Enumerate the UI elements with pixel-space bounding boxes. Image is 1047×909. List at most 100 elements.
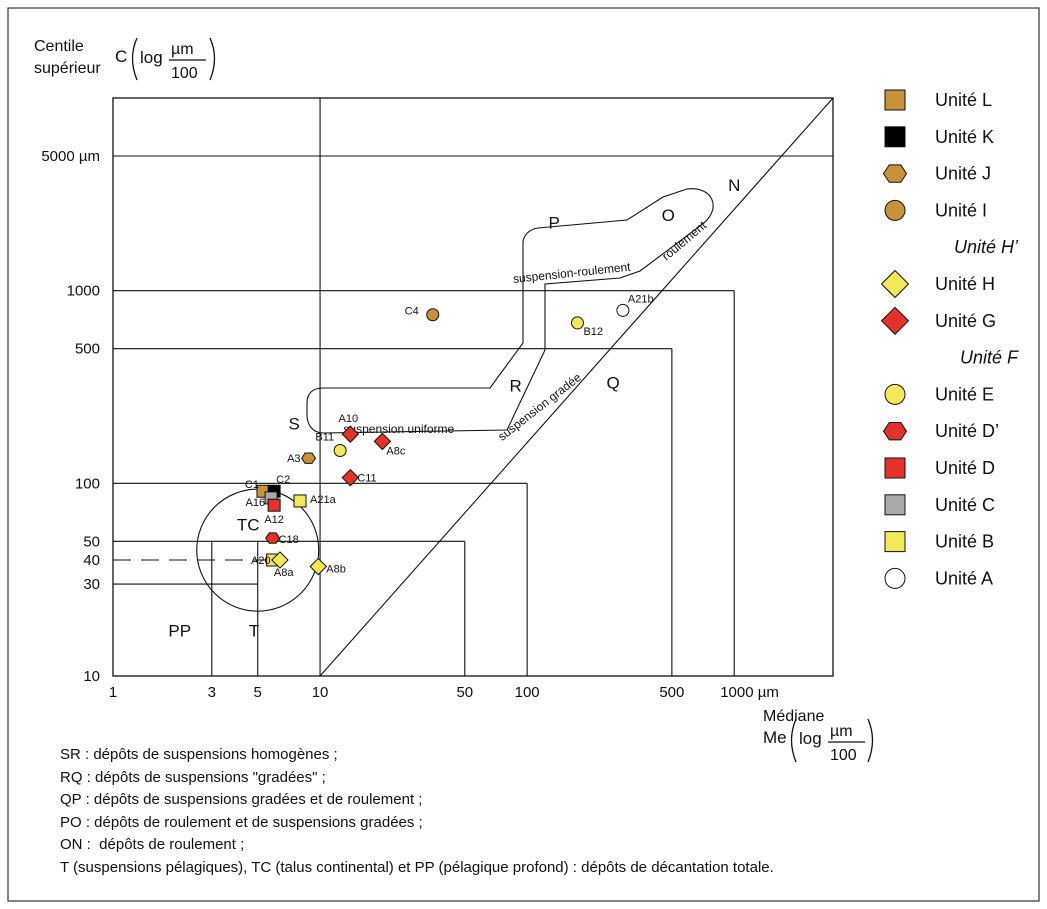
legend-marker: [884, 126, 906, 148]
legend-label: Unité J: [935, 164, 991, 184]
legend-item: Unité J: [882, 164, 991, 184]
legend-label: Unité C: [935, 495, 995, 515]
y-axis-title-line1: Centile: [34, 38, 84, 55]
legend-item: Unité H’: [954, 237, 1019, 257]
legend-label: Unité E: [935, 384, 994, 404]
x-axis-unit-den: 100: [830, 747, 857, 764]
point-label: A21a: [310, 494, 337, 506]
region-letter-o: O: [662, 206, 675, 225]
legend-marker: [882, 422, 908, 441]
legend-item: Unité L: [884, 89, 992, 111]
point-a21b: [616, 303, 630, 317]
y-tick-label: 5000 µm: [41, 148, 100, 165]
legend: Unité L Unité K Unité J Unité I Unité H’ Unit…: [880, 89, 1019, 589]
point-b12: [570, 316, 584, 330]
region-letter-tc: TC: [237, 515, 260, 534]
y-axis-ticks: 10 30 40 50 100 500 1000 5000 µm: [41, 148, 100, 685]
sedimentation-band-outline: [306, 188, 714, 434]
band-label: suspension uniforme: [343, 422, 454, 436]
point-b11: [333, 444, 347, 458]
x-axis-unit-paren-left: [790, 718, 797, 763]
point-label: A12: [264, 514, 284, 526]
diagonal-line: [319, 97, 834, 677]
point-c4: [426, 308, 440, 322]
region-letter-pp: PP: [168, 622, 191, 641]
legend-marker: [880, 306, 910, 336]
legend-marker: [884, 199, 906, 221]
y-tick-label: 50: [83, 533, 100, 550]
x-axis-unit-log: log: [799, 729, 822, 748]
y-tick-label: 500: [75, 341, 100, 358]
x-tick-label: 500: [659, 684, 684, 701]
x-axis-unit-num: µm: [830, 723, 853, 740]
legend-label: Unité B: [935, 532, 994, 552]
region-letter-r: R: [509, 376, 521, 395]
legend-item: Unité F: [960, 348, 1019, 368]
point-c11: [341, 468, 360, 487]
legend-marker: [884, 383, 906, 405]
y-tick-label: 40: [83, 552, 100, 569]
legend-label: Unité I: [935, 200, 987, 220]
legend-label: Unité G: [935, 311, 996, 331]
legend-item: Unité E: [884, 383, 994, 405]
point-label: B11: [315, 432, 334, 444]
data-points: C4 B12 A21b A10 A8c B11 A3 C11 C1 C2 A16 A12 A21a C18…: [245, 293, 654, 579]
x-tick-label: 10: [312, 684, 329, 701]
point-label: C1: [245, 479, 259, 491]
legend-label: Unité H’: [954, 237, 1019, 257]
point-label: A20: [251, 555, 271, 567]
region-letter-n: N: [728, 176, 740, 195]
point-label: C4: [405, 306, 419, 318]
x-tick-label: 3: [208, 684, 216, 701]
point-label: A3: [287, 453, 300, 465]
region-letters: N O P R Q S TC T PP: [168, 176, 740, 641]
y-axis-unit-den: 100: [171, 65, 198, 82]
legend-marker: [884, 89, 906, 111]
x-tick-label: 1000 µm: [720, 684, 779, 701]
point-a21a: [293, 494, 307, 508]
legend-label: Unité D: [935, 458, 995, 478]
region-letter-q: Q: [606, 374, 619, 393]
legend-label: Unité F: [960, 348, 1019, 368]
y-tick-label: 30: [83, 576, 100, 593]
x-axis-title-line1: Médiane: [763, 708, 824, 725]
point-label: A8a: [274, 567, 294, 579]
y-axis-unit-paren-left: [131, 37, 138, 81]
region-letter-t: T: [249, 622, 259, 641]
point-a12: [267, 498, 281, 512]
x-tick-label: 5: [254, 684, 262, 701]
y-tick-label: 1000: [67, 283, 100, 300]
legend-marker: [884, 457, 906, 479]
legend-label: Unité A: [935, 568, 993, 588]
point-a10: [341, 425, 360, 443]
legend-marker: [884, 567, 906, 589]
x-tick-label: 1: [109, 684, 117, 701]
legend-item: Unité C: [884, 494, 995, 516]
point-label: C18: [279, 534, 299, 546]
point-label: C11: [357, 473, 376, 485]
note-t-tc-pp: T (suspensions pélagiques), TC (talus co…: [60, 858, 774, 876]
point-label: B12: [583, 326, 603, 338]
legend-item: Unité K: [884, 126, 994, 148]
legend-label: Unité D’: [935, 421, 999, 441]
x-tick-label: 100: [515, 684, 540, 701]
point-label: C2: [276, 474, 290, 486]
y-axis-unit-num: µm: [171, 41, 194, 58]
x-axis-title: Médiane Me log µm 100: [763, 708, 874, 764]
note-sr: SR : dépôts de suspensions homogènes ;: [60, 746, 338, 763]
y-axis-title-line2: supérieur: [34, 60, 101, 77]
region-letter-s: S: [289, 415, 300, 434]
plot-area: [112, 97, 834, 677]
point-a3: [301, 452, 317, 464]
x-axis-unit-letter: Me: [763, 728, 787, 747]
legend-label: Unité K: [935, 127, 994, 147]
note-rq: RQ : dépôts de suspensions "gradées" ;: [60, 768, 326, 786]
note-qp: QP : dépôts de suspensions gradées et de…: [60, 791, 423, 809]
legend-item: Unité A: [884, 567, 993, 589]
point-a8a: [271, 551, 289, 569]
y-axis-unit-paren-right: [209, 37, 216, 81]
grid-lines: [113, 97, 834, 677]
point-label: A16: [246, 497, 266, 509]
y-tick-label: 100: [75, 475, 100, 492]
